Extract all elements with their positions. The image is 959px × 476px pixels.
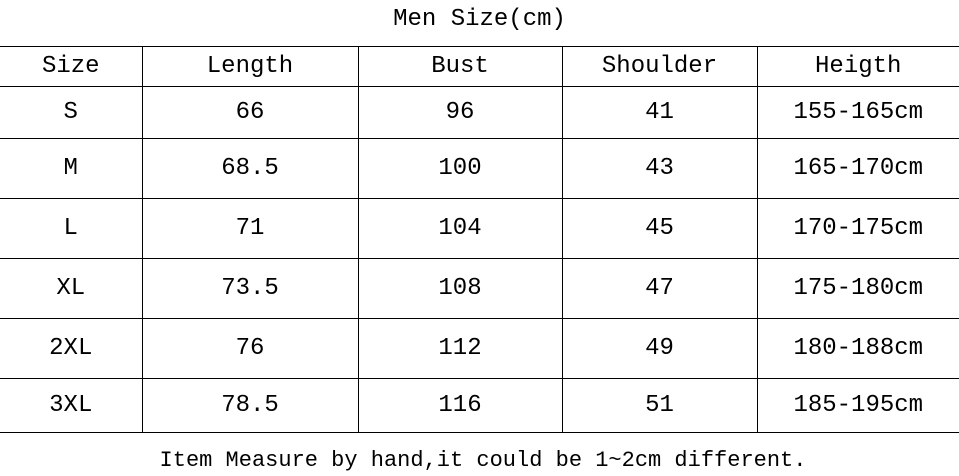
table-row: L 71 104 45 170-175cm	[0, 198, 959, 259]
table-cell: 47	[561, 258, 758, 319]
table-cell: 175-180cm	[756, 258, 959, 319]
title: Men Size(cm)	[393, 6, 566, 33]
table-cell: 76	[141, 318, 359, 379]
table-cell: M	[0, 138, 143, 199]
table-cell: 180-188cm	[756, 318, 959, 379]
table-row: 3XL 78.5 116 51 185-195cm	[0, 378, 959, 433]
table-cell: 66	[141, 86, 359, 139]
table-cell: XL	[0, 258, 143, 319]
table-row: XL 73.5 108 47 175-180cm	[0, 258, 959, 319]
table-row: S 66 96 41 155-165cm	[0, 86, 959, 139]
table-row: 2XL 76 112 49 180-188cm	[0, 318, 959, 379]
table-cell: 43	[561, 138, 758, 199]
header-cell: Heigth	[756, 46, 959, 87]
note: Item Measure by hand,it could be 1~2cm d…	[159, 448, 807, 473]
table-cell: 112	[357, 318, 563, 379]
header-row: Size Length Bust Shoulder Heigth	[0, 46, 959, 87]
table-body: S 66 96 41 155-165cm M 68.5 100 43 165-170cm L 71 10…	[0, 86, 959, 433]
table-cell: 49	[561, 318, 758, 379]
header-cell: Size	[0, 46, 143, 87]
table-cell: 165-170cm	[756, 138, 959, 199]
table-cell: 45	[561, 198, 758, 259]
table-cell: 41	[561, 86, 758, 139]
table-cell: 104	[357, 198, 563, 259]
header-cell: Length	[141, 46, 359, 87]
table-cell: 96	[357, 86, 563, 139]
table-cell: 71	[141, 198, 359, 259]
table-cell: 73.5	[141, 258, 359, 319]
table-cell: 116	[357, 378, 563, 433]
header-cell: Bust	[357, 46, 563, 87]
table-cell: 68.5	[141, 138, 359, 199]
header-cell: Shoulder	[561, 46, 758, 87]
table-cell: L	[0, 198, 143, 259]
table-cell: 108	[357, 258, 563, 319]
size-table: Size Length Bust Shoulder Heigth S 66 96 41 155-…	[0, 46, 959, 433]
table-cell: 78.5	[141, 378, 359, 433]
table-row: M 68.5 100 43 165-170cm	[0, 138, 959, 199]
table-cell: 100	[357, 138, 563, 199]
table-cell: 3XL	[0, 378, 143, 433]
table-cell: 155-165cm	[756, 86, 959, 139]
table-cell: 170-175cm	[756, 198, 959, 259]
table-cell: 51	[561, 378, 758, 433]
table-cell: 185-195cm	[756, 378, 959, 433]
table-cell: S	[0, 86, 143, 139]
table-cell: 2XL	[0, 318, 143, 379]
